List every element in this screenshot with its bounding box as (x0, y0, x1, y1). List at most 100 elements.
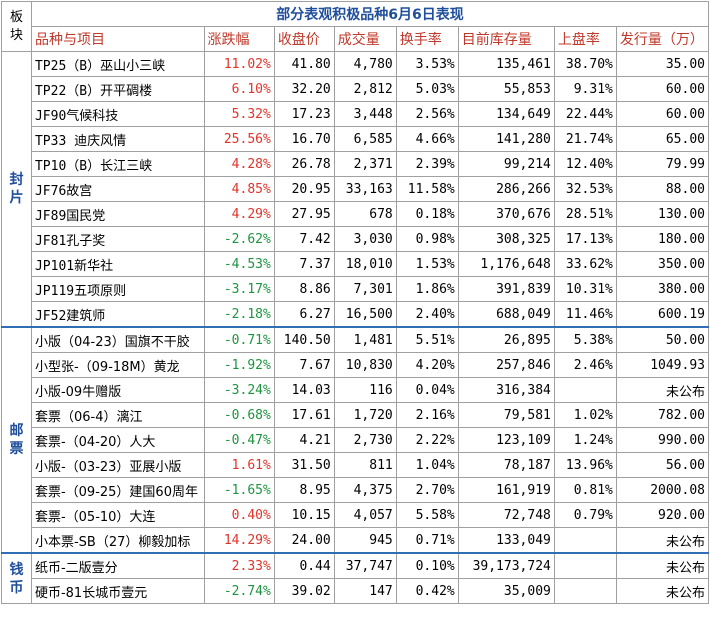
header-change: 涨跌幅 (203, 26, 275, 52)
stock-quantity: 308,325 (457, 226, 555, 252)
change-percent: -0.71% (203, 326, 275, 353)
table-row: 钱币 纸币-二版壹分 2.33% 0.44 37,747 0.10% 39,173,724 未… (1, 552, 710, 604)
volume: 4,057 (333, 502, 397, 528)
listing-rate: 12.40% (553, 151, 617, 177)
issue-amount: 35.00 (615, 51, 710, 77)
turnover-rate: 1.53% (395, 251, 459, 277)
volume: 7,301 (333, 276, 397, 302)
change-percent: -3.17% (203, 276, 275, 302)
volume: 37,747 (333, 552, 397, 579)
volume: 1,720 (333, 402, 397, 428)
item-name: 小版（04-23）国旗不干胶 (30, 326, 205, 353)
volume: 2,371 (333, 151, 397, 177)
stock-quantity: 161,919 (457, 477, 555, 503)
change-percent: 1.61% (203, 452, 275, 478)
issue-amount: 130.00 (615, 201, 710, 227)
turnover-rate: 4.20% (395, 352, 459, 378)
table-row: 套票（06-4）漓江 -0.68% 17.61 1,720 2.16% 79,581 1.0… (2, 402, 710, 428)
listing-rate: 1.24% (553, 427, 617, 453)
listing-rate (553, 578, 617, 604)
listing-rate: 9.31% (553, 76, 617, 102)
stock-quantity: 688,049 (457, 301, 555, 328)
section-label-text: 邮票 (9, 423, 24, 457)
close-price: 7.37 (273, 251, 335, 277)
table-row: JF89国民党 4.29% 27.95 678 0.18% 370,676 28.51% 13… (2, 201, 710, 227)
stock-quantity: 78,187 (457, 452, 555, 478)
listing-rate: 11.46% (553, 301, 617, 328)
turnover-rate: 5.58% (395, 502, 459, 528)
close-price: 39.02 (273, 578, 335, 604)
listing-rate: 5.38% (553, 326, 617, 353)
listing-rate: 21.74% (553, 126, 617, 152)
item-name: 套票-（05-10）大连 (30, 502, 205, 528)
change-percent: -4.53% (203, 251, 275, 277)
change-percent: 11.02% (203, 51, 275, 77)
table-row: 小版-09牛赠版 -3.24% 14.03 116 0.04% 316,384 未公布 (2, 377, 710, 403)
listing-rate (553, 527, 617, 554)
item-name: JF52建筑师 (30, 301, 205, 328)
table-row: 小本票-SB（27）柳毅加标 14.29% 24.00 945 0.71% 133,049… (2, 527, 710, 554)
table-row: TP10（B）长江三峡 4.28% 26.78 2,371 2.39% 99,214 12.… (2, 151, 710, 177)
turnover-rate: 2.39% (395, 151, 459, 177)
close-price: 41.80 (273, 51, 335, 77)
volume: 4,780 (333, 51, 397, 77)
volume: 1,481 (333, 326, 397, 353)
table-row: 小型张-（09-18M）黄龙 -1.92% 7.67 10,830 4.20% 257,8… (2, 352, 710, 378)
table-row: 小版-（03-23）亚展小版 1.61% 31.50 811 1.04% 78,187 13… (2, 452, 710, 478)
close-price: 140.50 (273, 326, 335, 353)
listing-rate: 32.53% (553, 176, 617, 202)
stock-quantity: 35,009 (457, 578, 555, 604)
title-row: 板块 部分表观积极品种6月6日表现 (1, 1, 710, 52)
listing-rate (553, 552, 617, 579)
listing-rate: 0.79% (553, 502, 617, 528)
header-rate: 上盘率 (553, 26, 617, 52)
table-row: 套票-（09-25）建国60周年 -1.65% 8.95 4,375 2.70% 161,… (2, 477, 710, 503)
header-volume: 成交量 (333, 26, 397, 52)
stock-quantity: 135,461 (457, 51, 555, 77)
listing-rate: 10.31% (553, 276, 617, 302)
volume: 811 (333, 452, 397, 478)
table-row: 封片 TP25（B）巫山小三峡 11.02% 41.80 4,780 3.53% 135,4… (1, 51, 710, 328)
table-row: JF90气候科技 5.32% 17.23 3,448 2.56% 134,649 22.44… (2, 101, 710, 127)
close-price: 26.78 (273, 151, 335, 177)
volume: 18,010 (333, 251, 397, 277)
close-price: 24.00 (273, 527, 335, 554)
issue-amount: 1049.93 (615, 352, 710, 378)
turnover-rate: 0.10% (395, 552, 459, 579)
issue-amount: 380.00 (615, 276, 710, 302)
change-percent: -1.65% (203, 477, 275, 503)
issue-amount: 88.00 (615, 176, 710, 202)
item-name: TP33 迪庆风情 (30, 126, 205, 152)
table-row: JP101新华社 -4.53% 7.37 18,010 1.53% 1,176,648 33… (2, 251, 710, 277)
corner-label: 板块 (1, 1, 32, 52)
turnover-rate: 0.98% (395, 226, 459, 252)
item-name: 小版-（03-23）亚展小版 (30, 452, 205, 478)
item-name: JP119五项原则 (30, 276, 205, 302)
turnover-rate: 0.71% (395, 527, 459, 554)
stock-quantity: 79,581 (457, 402, 555, 428)
change-percent: -2.18% (203, 301, 275, 328)
volume: 10,830 (333, 352, 397, 378)
change-percent: 14.29% (203, 527, 275, 554)
table-row: JF52建筑师 -2.18% 6.27 16,500 2.40% 688,049 11.46… (2, 301, 710, 328)
change-percent: 4.28% (203, 151, 275, 177)
close-price: 7.42 (273, 226, 335, 252)
issue-amount: 350.00 (615, 251, 710, 277)
table-row: JF76故宫 4.85% 20.95 33,163 11.58% 286,266 32.53… (2, 176, 710, 202)
issue-amount: 56.00 (615, 452, 710, 478)
stock-quantity: 39,173,724 (457, 552, 555, 579)
issue-amount: 60.00 (615, 101, 710, 127)
stock-quantity: 134,649 (457, 101, 555, 127)
change-percent: -0.47% (203, 427, 275, 453)
close-price: 17.61 (273, 402, 335, 428)
turnover-rate: 3.53% (395, 51, 459, 77)
item-name: 硬币-81长城币壹元 (30, 578, 205, 604)
listing-rate: 22.44% (553, 101, 617, 127)
change-percent: 4.85% (203, 176, 275, 202)
change-percent: -2.74% (203, 578, 275, 604)
listing-rate: 0.81% (553, 477, 617, 503)
item-name: 套票-（04-20）人大 (30, 427, 205, 453)
stock-quantity: 26,895 (457, 326, 555, 353)
header-name: 品种与项目 (30, 26, 205, 52)
item-name: 小版-09牛赠版 (30, 377, 205, 403)
